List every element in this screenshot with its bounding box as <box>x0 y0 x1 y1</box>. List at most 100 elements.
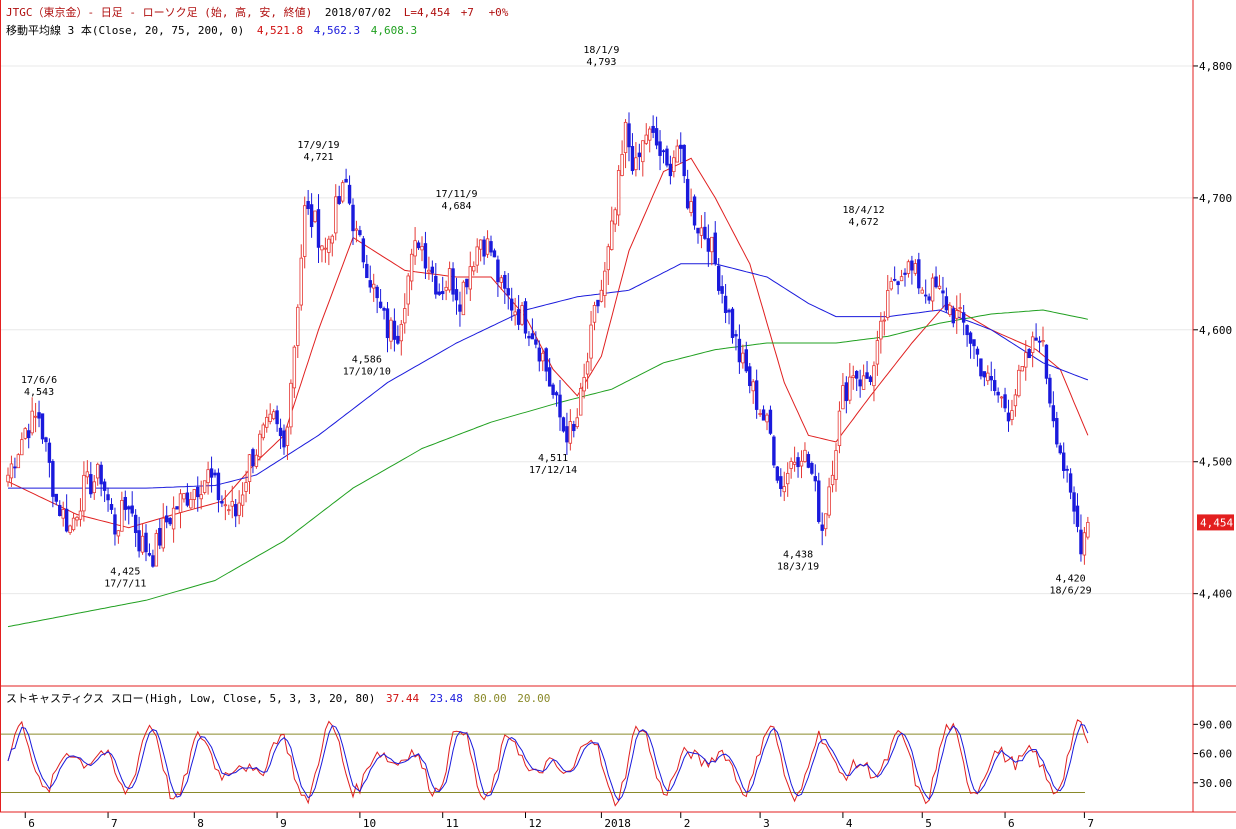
candle-body <box>440 291 445 295</box>
annotation-date: 17/6/6 <box>21 375 57 386</box>
candle-body <box>75 516 79 521</box>
candle-body <box>589 324 593 359</box>
candle-body <box>955 310 959 319</box>
candle-body <box>113 514 117 535</box>
candle-body <box>144 532 148 553</box>
grid-lines <box>0 65 1193 595</box>
stoch-lower-value: 20.00 <box>517 692 551 705</box>
annotation-date: 17/11/9 <box>435 189 477 200</box>
candle-body <box>513 311 517 316</box>
candle-body <box>779 476 783 489</box>
candle-body <box>182 493 186 500</box>
candle-body <box>465 278 469 288</box>
candle-body <box>361 238 366 263</box>
candle-body <box>454 289 459 301</box>
candle-body <box>541 352 545 362</box>
stoch-label: ストキャスティクス スロー(High, Low, Close, 5, 3, 3,… <box>6 692 376 705</box>
candle-body <box>444 286 448 291</box>
candle-body <box>603 270 607 296</box>
candle-body <box>713 232 717 264</box>
candle-body <box>851 375 855 378</box>
candle-body <box>734 334 738 337</box>
candle-body <box>175 506 179 510</box>
candle-body <box>299 257 303 306</box>
candle-body <box>251 449 255 467</box>
candle-body <box>920 289 924 294</box>
candle-body <box>710 236 714 253</box>
candle-body <box>499 277 504 283</box>
candle-body <box>1017 369 1021 397</box>
candle-body <box>961 312 966 323</box>
candle-body <box>244 482 248 492</box>
candle-body <box>337 196 341 204</box>
candle-body <box>158 528 162 546</box>
candle-body <box>247 454 252 482</box>
candle-body <box>496 259 500 283</box>
change-text: +7 <box>460 6 474 19</box>
annotation-value: 4,543 <box>24 387 54 398</box>
candle-body <box>951 308 955 324</box>
candle-body <box>1048 377 1052 404</box>
candle-body <box>78 510 83 520</box>
candle-body <box>737 338 742 363</box>
candle-body <box>855 370 859 379</box>
candle-body <box>1072 492 1076 512</box>
candle-body <box>1037 340 1042 343</box>
candle-body <box>823 513 828 530</box>
candle-body <box>509 298 514 311</box>
candle-body <box>582 377 586 392</box>
annotation-value: 4,721 <box>303 152 333 163</box>
ma-label: 移動平均線 3 本(Close, 20, 75, 200, 0) <box>6 24 245 37</box>
annotation-date: 18/4/12 <box>843 205 885 216</box>
candle-body <box>1082 532 1087 556</box>
candle-body <box>744 349 748 372</box>
candle-body <box>906 261 911 274</box>
candle-body <box>968 332 973 344</box>
candle-body <box>23 428 27 439</box>
candle-body <box>644 134 648 144</box>
candle-body <box>606 246 610 271</box>
candle-body <box>741 352 745 364</box>
candle-body <box>565 426 569 443</box>
candle-body <box>51 461 55 497</box>
candle-body <box>913 263 918 274</box>
candle-body <box>406 275 410 305</box>
candle-body <box>730 308 735 338</box>
candle-body <box>482 239 486 257</box>
date-tick-label: 7 <box>1087 817 1094 829</box>
annotation-value: 4,672 <box>849 217 879 228</box>
candle-body <box>309 204 314 228</box>
candle-body <box>699 227 704 236</box>
candle-body <box>903 272 907 275</box>
candle-body <box>910 260 914 271</box>
candle-body <box>1006 412 1011 422</box>
candle-body <box>641 140 645 163</box>
candle-body <box>371 283 376 289</box>
candle-body <box>748 366 752 387</box>
candle-body <box>133 514 138 534</box>
candle-body <box>813 476 817 482</box>
date-tick-label: 2 <box>684 817 691 829</box>
candle-body <box>599 289 604 302</box>
candle-body <box>427 269 431 273</box>
candle-body <box>434 275 438 295</box>
candle-body <box>1051 405 1056 422</box>
candle-body <box>592 305 597 323</box>
chart-header: JTGC（東京金）- 日足 - ローソク足 (始, 高, 安, 終値) 2018… <box>6 4 508 20</box>
candle-body <box>320 245 324 251</box>
date-tick-label: 4 <box>846 817 853 829</box>
stoch-tick-label: 30.00 <box>1199 777 1232 790</box>
candle-body <box>178 493 183 513</box>
candle-body <box>751 381 755 392</box>
candle-body <box>47 442 52 463</box>
candle-body <box>403 308 407 324</box>
candle-body <box>844 382 849 402</box>
candle-body <box>1058 445 1062 454</box>
candle-body <box>927 296 931 301</box>
annotation-date: 17/12/14 <box>529 465 577 476</box>
candle-body <box>92 481 96 494</box>
candle-body <box>896 281 900 286</box>
candle-body <box>803 449 807 462</box>
candle-body <box>40 413 45 440</box>
